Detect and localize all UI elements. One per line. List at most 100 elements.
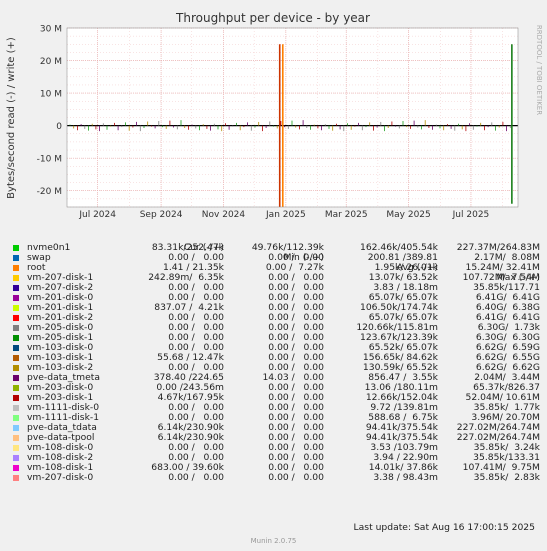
legend-cur: 0.00 / 0.00 (168, 312, 224, 323)
legend-max: 2.17M/ 8.08M (474, 252, 540, 263)
legend-name: pve-data_tdata (27, 422, 97, 433)
legend-swatch (13, 265, 19, 271)
x-tick-label: Sep 2024 (140, 210, 183, 220)
legend-avg: 3.53 /103.79m (370, 442, 438, 453)
legend-max: 65.37k/826.37 (473, 382, 540, 393)
legend-swatch (13, 375, 19, 381)
legend-row: pve-data-tpool 6.14k/230.90k 0.00 / 0.00 94… (10, 433, 540, 443)
legend-cur: 6.14k/230.90k (157, 432, 224, 443)
legend-min: 0.00 / 0.00 (268, 412, 324, 423)
last-update: Last update: Sat Aug 16 17:00:15 2025 (353, 522, 535, 533)
legend-max: 35.85k/ 2.83k (473, 472, 540, 483)
legend-avg: 65.07k/ 65.07k (368, 292, 438, 303)
legend-row: vm-103-disk-0 0.00 / 0.00 0.00 / 0.00 65.52… (10, 343, 540, 353)
legend-avg: 588.68 / 6.75k (368, 412, 438, 423)
legend-max: 6.41G/ 6.41G (475, 292, 540, 303)
legend-row: vm-207-disk-0 0.00 / 0.00 0.00 / 0.00 3.38 … (10, 473, 540, 483)
legend-row: pve-data_tdata 6.14k/230.90k 0.00 / 0.00 94… (10, 423, 540, 433)
legend-header: Cur (-/+) Min (-/+) Avg (-/+) Max (-/+) (10, 233, 540, 283)
legend-cur: 0.00 / 0.00 (168, 472, 224, 483)
legend-row: vm-203-disk-1 4.67k/167.95k 0.00 / 0.00 12.… (10, 393, 540, 403)
x-tick-label: Mar 2025 (325, 210, 368, 220)
legend-cur: 0.00 / 0.00 (168, 332, 224, 343)
throughput-chart: Throughput per device - by year Bytes/se… (6, 11, 543, 220)
legend-row: vm-103-disk-1 55.68 / 12.47k 0.00 / 0.00 15… (10, 353, 540, 363)
legend-max: 6.40G/ 6.38G (475, 302, 540, 313)
legend-max: 15.24M/ 32.41M (465, 262, 540, 273)
legend-min: 0.00 / 0.00 (268, 312, 324, 323)
legend-row: vm-103-disk-2 0.00 / 0.00 0.00 / 0.00 130.5… (10, 363, 540, 373)
munin-version: Munin 2.0.75 (250, 537, 297, 545)
legend-avg: 12.66k/152.04k (365, 392, 438, 403)
legend-avg: 9.72 /139.81m (370, 402, 438, 413)
legend-min: 0.00 / 0.00 (268, 272, 324, 283)
legend-min: 0.00 / 7.27k (265, 262, 324, 273)
legend-cur: 83.31k/252.47k (151, 242, 224, 253)
legend-name: vm-1111-disk-1 (27, 412, 100, 423)
legend-min: 0.00 / 0.00 (268, 322, 324, 333)
legend-swatch (13, 455, 19, 461)
legend-name: vm-103-disk-0 (27, 342, 94, 353)
legend-swatch (13, 295, 19, 301)
legend-min: 0.00 / 0.00 (268, 342, 324, 353)
x-axis: Jul 2024 Sep 2024 Nov 2024 Jan 2025 Mar 2025… (78, 210, 489, 220)
y-tick-label: 10 M (40, 90, 62, 100)
legend-cur: 55.68 / 12.47k (157, 352, 224, 363)
legend-min: 0.00 / 0.00 (268, 422, 324, 433)
legend-cur: 837.07 / 4.21k (154, 302, 224, 313)
legend-max: 227.02M/264.74M (456, 422, 540, 433)
legend-row: vm-203-disk-0 0.00 /243.56m 0.00 / 0.00 13.… (10, 383, 540, 393)
legend-row: vm-1111-disk-0 0.00 / 0.00 0.00 / 0.00 9.72… (10, 403, 540, 413)
y-axis-label: Bytes/second read (-) / write (+) (6, 37, 17, 199)
legend-avg: 14.01k/ 37.86k (368, 462, 438, 473)
legend-cur: 242.89m/ 6.35k (148, 272, 224, 283)
legend-cur: 1.41 / 21.35k (162, 262, 224, 273)
legend-max: 227.02M/264.74M (456, 432, 540, 443)
legend-row: vm-207-disk-1 242.89m/ 6.35k 0.00 / 0.00 13… (10, 273, 540, 283)
legend-swatch (13, 315, 19, 321)
legend-avg: 65.52k/ 65.07k (368, 342, 438, 353)
legend-row: vm-207-disk-2 0.00 / 0.00 0.00 / 0.00 3.83 … (10, 283, 540, 293)
legend-min: 0.00 / 0.00 (268, 352, 324, 363)
legend-row: root 1.41 / 21.35k 0.00 / 7.27k 1.95k/ 26.0… (10, 263, 540, 273)
legend-avg: 13.06 /180.11m (364, 382, 438, 393)
legend-name: vm-205-disk-1 (27, 332, 94, 343)
legend-name: pve-data-tpool (27, 432, 95, 443)
legend-max: 6.62G/ 6.62G (475, 362, 540, 373)
legend-name: vm-103-disk-2 (27, 362, 94, 373)
legend-max: 6.30G/ 6.30G (475, 332, 540, 343)
legend-cur: 0.00 / 0.00 (168, 362, 224, 373)
legend-swatch (13, 435, 19, 441)
legend-swatch (13, 275, 19, 281)
legend-cur: 0.00 / 0.00 (168, 292, 224, 303)
legend-name: swap (27, 252, 51, 263)
legend-name: vm-205-disk-0 (27, 322, 94, 333)
legend-row: vm-108-disk-1 683.00 / 39.60k 0.00 / 0.00 1… (10, 463, 540, 473)
legend-cur: 0.00 / 0.00 (168, 282, 224, 293)
legend-min: 0.00 / 0.00 (268, 472, 324, 483)
legend-name: pve-data_tmeta (27, 372, 100, 383)
legend-max: 6.62G/ 6.55G (475, 352, 540, 363)
legend-name: vm-207-disk-0 (27, 472, 94, 483)
header-max: Max (-/+) (496, 272, 540, 283)
legend-name: vm-201-disk-0 (27, 292, 94, 303)
legend-max: 6.30G/ 1.73k (477, 322, 540, 333)
legend-name: vm-108-disk-0 (27, 442, 94, 453)
x-tick-label: May 2025 (386, 210, 430, 220)
legend-name: vm-201-disk-2 (27, 312, 94, 323)
legend-min: 0.00 / 0.00 (268, 302, 324, 313)
legend-cur: 4.67k/167.95k (157, 392, 224, 403)
legend-swatch (13, 425, 19, 431)
legend-name: vm-108-disk-1 (27, 462, 94, 473)
legend-min: 0.00 / 0.00 (268, 382, 324, 393)
legend-row: pve-data_tmeta 378.40 /224.65 14.03 / 0.00… (10, 373, 540, 383)
rrdtool-watermark: RRDTOOL / TOBI OETIKER (535, 25, 543, 115)
legend-swatch (13, 365, 19, 371)
legend-min: 0.00 / 0.00 (268, 292, 324, 303)
legend-name: vm-103-disk-1 (27, 352, 94, 363)
legend-row: vm-201-disk-1 837.07 / 4.21k 0.00 / 0.00 10… (10, 303, 540, 313)
legend-cur: 0.00 / 0.00 (168, 252, 224, 263)
legend-avg: 856.47 / 3.55k (368, 372, 438, 383)
header-min: Min (-/+) (283, 252, 324, 263)
legend-name: nvme0n1 (27, 242, 71, 253)
